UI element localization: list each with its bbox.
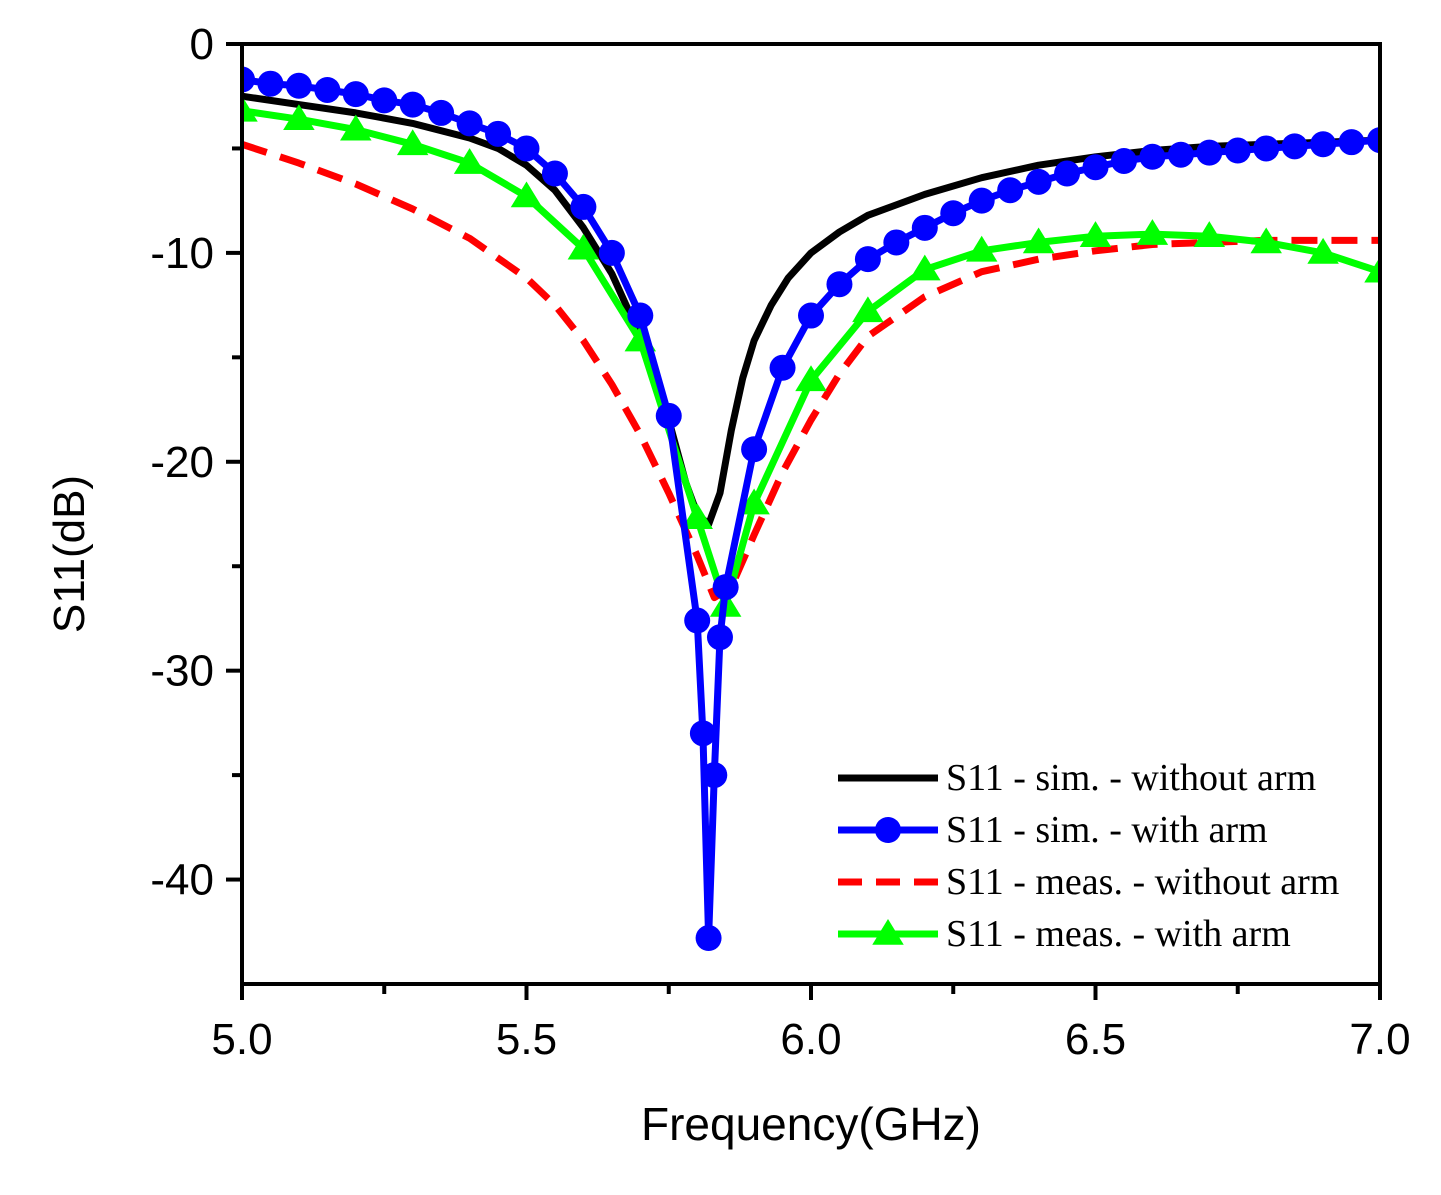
- series-line-meas-with-arm: [242, 107, 1380, 610]
- marker-sim-with-arm-32: [1025, 168, 1052, 195]
- legend-marker-meas-with-arm: [872, 919, 904, 945]
- curves-group: [242, 66, 1380, 952]
- marker-sim-with-arm-15: [655, 402, 682, 429]
- marker-meas-with-arm-15: [1022, 227, 1055, 254]
- y-tick-label-4: -40: [150, 856, 214, 905]
- marker-sim-with-arm-35: [1110, 147, 1137, 174]
- x-tick-label-0: 5.0: [211, 1015, 272, 1064]
- marker-sim-with-arm-11: [541, 160, 568, 187]
- marker-sim-with-arm-29: [940, 200, 967, 227]
- marker-meas-with-arm-6: [567, 233, 600, 260]
- marker-meas-with-arm-17: [1136, 219, 1169, 245]
- marker-meas-with-arm-3: [396, 129, 429, 156]
- marker-sim-with-arm-26: [854, 246, 881, 273]
- marker-sim-with-arm-12: [570, 193, 597, 220]
- axes-group: 5.0 5.5 6.0 6.5 7.0 0 -10 -20 -30 -40: [150, 20, 1410, 1064]
- marker-sim-with-arm-13: [598, 239, 625, 266]
- marker-meas-with-arm-12: [852, 296, 884, 323]
- marker-meas-with-arm-21: [1364, 256, 1380, 283]
- x-tick-label-1: 5.5: [496, 1015, 557, 1064]
- x-tick-label-4: 7.0: [1349, 1015, 1410, 1064]
- marker-sim-with-arm-22: [741, 436, 768, 463]
- marker-sim-with-arm-23: [769, 354, 796, 381]
- marker-sim-with-arm-34: [1082, 154, 1109, 181]
- y-tick-label-3: -30: [150, 647, 214, 696]
- marker-sim-with-arm-27: [883, 229, 910, 256]
- marker-sim-with-arm-31: [997, 177, 1024, 204]
- marker-meas-with-arm-5: [510, 181, 543, 208]
- legend-label-sim-without-arm: S11 - sim. - without arm: [946, 757, 1316, 799]
- marker-sim-with-arm-39: [1224, 137, 1251, 164]
- marker-sim-with-arm-33: [1054, 160, 1081, 187]
- marker-meas-with-arm-2: [340, 114, 372, 141]
- x-axis-label: Frequency(GHz): [641, 1098, 981, 1150]
- marker-meas-with-arm-1: [283, 104, 315, 130]
- marker-meas-with-arm-0: [242, 95, 258, 122]
- marker-sim-with-arm-25: [826, 271, 853, 298]
- marker-sim-with-arm-38: [1196, 139, 1223, 166]
- legend-marker-sim-with-arm: [875, 817, 901, 843]
- marker-sim-with-arm-43: [1338, 129, 1365, 156]
- legend-label-sim-with-arm: S11 - sim. - with arm: [946, 809, 1268, 851]
- marker-sim-with-arm-30: [968, 187, 995, 214]
- marker-meas-with-arm-20: [1307, 237, 1339, 264]
- legend: S11 - sim. - without arm S11 - sim. - wit…: [838, 757, 1339, 955]
- marker-meas-with-arm-4: [453, 148, 486, 174]
- marker-sim-with-arm-4: [342, 81, 369, 108]
- marker-sim-with-arm-2: [285, 72, 312, 99]
- marker-sim-with-arm-20: [706, 624, 733, 651]
- marker-sim-with-arm-1: [257, 70, 284, 97]
- x-tick-label-2: 6.0: [780, 1015, 841, 1064]
- marker-sim-with-arm-44: [1367, 127, 1380, 154]
- marker-sim-with-arm-5: [371, 87, 398, 114]
- marker-sim-with-arm-6: [399, 91, 426, 118]
- marker-meas-with-arm-10: [738, 488, 770, 515]
- marker-sim-with-arm-42: [1310, 131, 1337, 158]
- legend-label-meas-with-arm: S11 - meas. - with arm: [946, 913, 1291, 955]
- x-tick-label-3: 6.5: [1065, 1015, 1126, 1064]
- marker-sim-with-arm-24: [798, 302, 824, 329]
- marker-sim-with-arm-3: [314, 76, 341, 103]
- legend-label-meas-without-arm: S11 - meas. - without arm: [946, 861, 1339, 903]
- marker-sim-with-arm-18: [695, 925, 722, 952]
- marker-sim-with-arm-7: [428, 99, 455, 126]
- marker-meas-with-arm-18: [1193, 221, 1226, 247]
- marker-meas-with-arm-13: [909, 254, 941, 281]
- marker-meas-with-arm-19: [1250, 227, 1282, 254]
- marker-sim-with-arm-9: [485, 120, 512, 147]
- marker-meas-with-arm-11: [795, 365, 827, 392]
- marker-sim-with-arm-14: [627, 302, 654, 329]
- marker-sim-with-arm-37: [1167, 141, 1194, 168]
- series-line-meas-without-arm: [242, 140, 1380, 602]
- y-tick-label-0: 0: [190, 20, 214, 69]
- marker-sim-with-arm-21: [712, 574, 739, 601]
- y-axis-label: S11(dB): [45, 475, 94, 633]
- marker-meas-with-arm-16: [1079, 221, 1112, 247]
- marker-sim-with-arm-8: [456, 110, 483, 137]
- marker-sim-with-arm-10: [513, 135, 540, 162]
- y-tick-label-2: -20: [150, 438, 214, 487]
- marker-meas-with-arm-8: [681, 503, 713, 529]
- marker-meas-with-arm-14: [965, 235, 998, 262]
- curves-clipped: [242, 66, 1380, 952]
- marker-sim-with-arm-16: [684, 607, 711, 634]
- marker-sim-with-arm-40: [1253, 135, 1280, 162]
- y-tick-label-1: -10: [150, 229, 214, 278]
- marker-sim-with-arm-36: [1139, 143, 1166, 170]
- marker-sim-with-arm-28: [911, 214, 938, 241]
- marker-sim-with-arm-19: [701, 762, 728, 789]
- series-line-sim-without-arm: [242, 92, 1380, 528]
- marker-sim-with-arm-17: [689, 720, 716, 747]
- marker-sim-with-arm-41: [1281, 133, 1308, 160]
- marker-sim-with-arm-0: [242, 66, 255, 93]
